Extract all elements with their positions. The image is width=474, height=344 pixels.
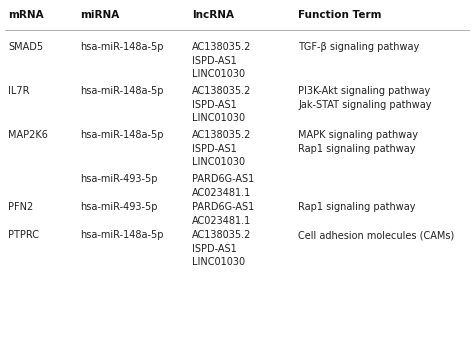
Text: hsa-miR-148a-5p: hsa-miR-148a-5p	[80, 86, 164, 96]
Text: SMAD5: SMAD5	[8, 42, 43, 52]
Text: hsa-miR-493-5p: hsa-miR-493-5p	[80, 202, 157, 212]
Text: PARD6G-AS1
AC023481.1: PARD6G-AS1 AC023481.1	[192, 174, 254, 197]
Text: mRNA: mRNA	[8, 10, 44, 20]
Text: Function Term: Function Term	[298, 10, 382, 20]
Text: AC138035.2
ISPD-AS1
LINC01030: AC138035.2 ISPD-AS1 LINC01030	[192, 42, 251, 79]
Text: lncRNA: lncRNA	[192, 10, 234, 20]
Text: Cell adhesion molecules (CAMs): Cell adhesion molecules (CAMs)	[298, 230, 454, 240]
Text: hsa-miR-148a-5p: hsa-miR-148a-5p	[80, 230, 164, 240]
Text: AC138035.2
ISPD-AS1
LINC01030: AC138035.2 ISPD-AS1 LINC01030	[192, 230, 251, 267]
Text: MAP2K6: MAP2K6	[8, 130, 48, 140]
Text: hsa-miR-148a-5p: hsa-miR-148a-5p	[80, 42, 164, 52]
Text: hsa-miR-493-5p: hsa-miR-493-5p	[80, 174, 157, 184]
Text: miRNA: miRNA	[80, 10, 119, 20]
Text: AC138035.2
ISPD-AS1
LINC01030: AC138035.2 ISPD-AS1 LINC01030	[192, 130, 251, 167]
Text: PFN2: PFN2	[8, 202, 33, 212]
Text: Rap1 signaling pathway: Rap1 signaling pathway	[298, 202, 416, 212]
Text: PARD6G-AS1
AC023481.1: PARD6G-AS1 AC023481.1	[192, 202, 254, 226]
Text: MAPK signaling pathway
Rap1 signaling pathway: MAPK signaling pathway Rap1 signaling pa…	[298, 130, 418, 154]
Text: IL7R: IL7R	[8, 86, 29, 96]
Text: hsa-miR-148a-5p: hsa-miR-148a-5p	[80, 130, 164, 140]
Text: AC138035.2
ISPD-AS1
LINC01030: AC138035.2 ISPD-AS1 LINC01030	[192, 86, 251, 123]
Text: TGF-β signaling pathway: TGF-β signaling pathway	[298, 42, 419, 52]
Text: PTPRC: PTPRC	[8, 230, 39, 240]
Text: PI3K-Akt signaling pathway
Jak-STAT signaling pathway: PI3K-Akt signaling pathway Jak-STAT sign…	[298, 86, 431, 110]
